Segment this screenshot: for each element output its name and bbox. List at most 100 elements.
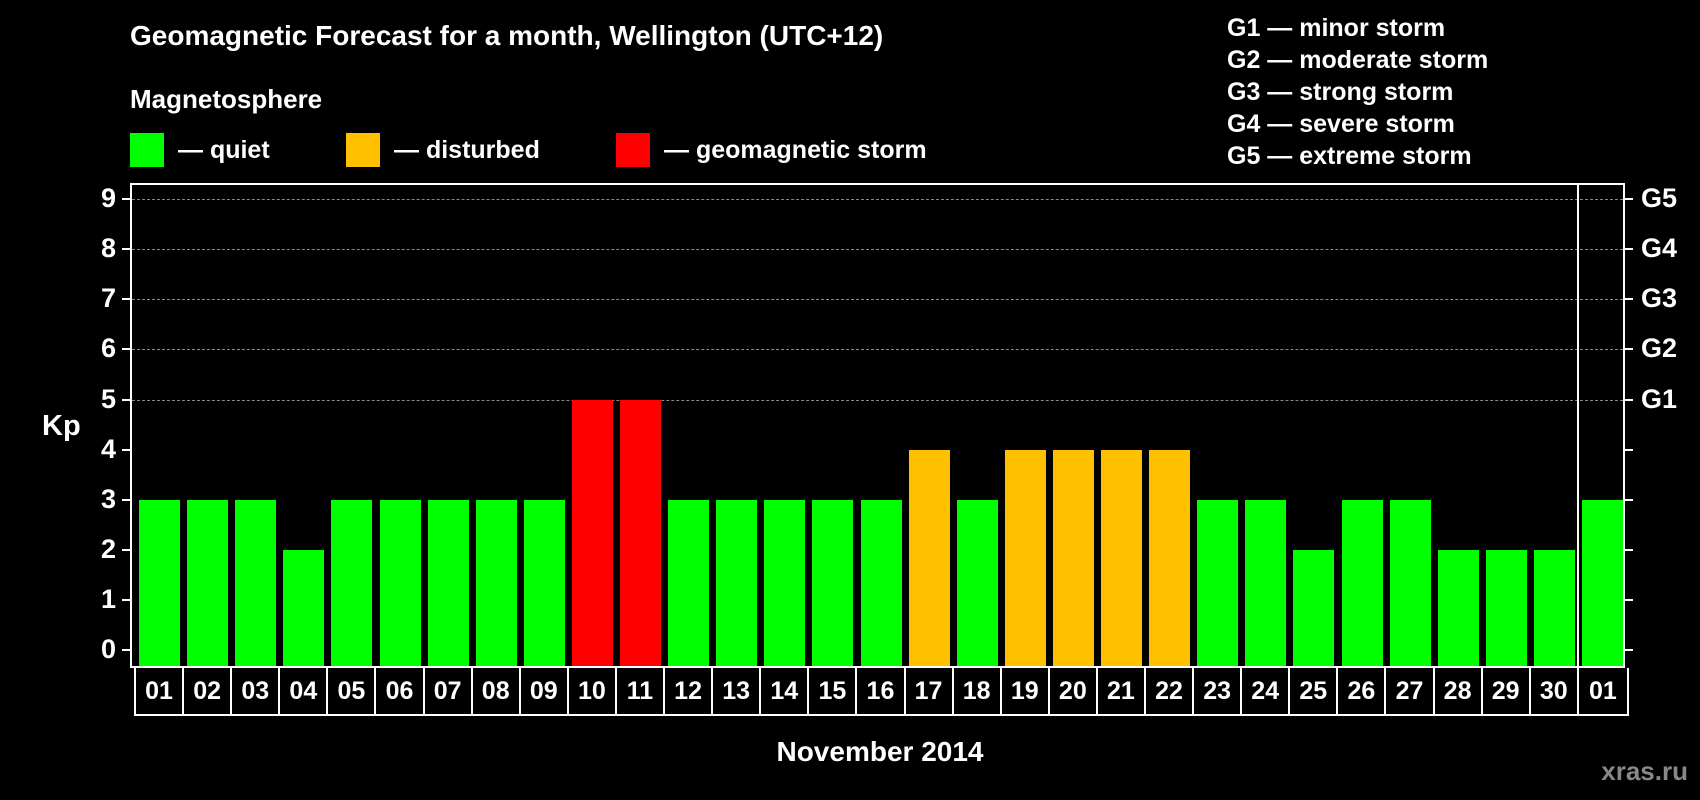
legend-storm-label: — geomagnetic storm — [664, 135, 927, 164]
x-axis-label: November 2014 — [776, 736, 984, 767]
swatch-quiet — [130, 133, 164, 167]
right-tick — [1625, 348, 1633, 351]
date-label: 17 — [906, 668, 954, 714]
bar-quiet — [331, 499, 373, 666]
date-label: 11 — [617, 668, 666, 714]
date-label: 12 — [665, 668, 714, 714]
watermark: xras.ru — [1601, 756, 1688, 786]
gridline — [132, 199, 1623, 201]
date-label: 07 — [425, 668, 473, 714]
date-label: 18 — [954, 668, 1002, 714]
legend-disturbed-label: — disturbed — [394, 135, 540, 164]
bar-quiet — [379, 499, 421, 666]
bar-quiet — [139, 499, 180, 666]
bar-quiet — [1197, 499, 1239, 666]
date-label: 25 — [1290, 668, 1339, 714]
date-label: 27 — [1386, 668, 1435, 714]
date-label: 29 — [1483, 668, 1531, 714]
y-tick — [122, 598, 130, 601]
bar-quiet — [1485, 549, 1527, 666]
date-label: 15 — [809, 668, 858, 714]
gridline — [132, 249, 1623, 251]
bar-quiet — [235, 499, 277, 666]
right-tick — [1625, 548, 1633, 551]
date-label: 30 — [1531, 668, 1579, 714]
date-label: 16 — [857, 668, 906, 714]
bar-quiet — [187, 499, 229, 666]
g-scale-item: G4 — severe storm — [1227, 110, 1455, 138]
bar-quiet — [523, 499, 565, 666]
bar-quiet — [716, 499, 758, 666]
g-scale-item: G1 — minor storm — [1227, 14, 1446, 42]
g-scale-item: G2 — moderate storm — [1227, 46, 1489, 74]
bar-quiet — [1533, 549, 1575, 666]
y-tick — [122, 298, 130, 301]
legend-disturbed: — disturbed — [346, 133, 540, 167]
date-label: 04 — [280, 668, 329, 714]
y-tick — [122, 548, 130, 551]
y-tick — [122, 448, 130, 451]
date-label: 02 — [184, 668, 233, 714]
legend-storm: — geomagnetic storm — [616, 133, 927, 167]
date-label: 05 — [328, 668, 377, 714]
date-label: 08 — [473, 668, 521, 714]
g-level-label: G4 — [1641, 233, 1678, 264]
y-tick-label: 4 — [100, 433, 116, 464]
swatch-storm — [616, 133, 650, 167]
y-tick — [122, 649, 130, 651]
date-label: 10 — [569, 668, 617, 714]
date-label: 20 — [1050, 668, 1098, 714]
gridline — [132, 399, 1623, 401]
right-tick — [1625, 198, 1633, 201]
y-tick-label: 5 — [100, 383, 116, 414]
date-label: 23 — [1194, 668, 1243, 714]
date-axis: 01 02 03 04 05 06 07 08 09 10 11 12 13 14 15 16 17 18 19 20… — [134, 668, 1630, 716]
bar-quiet — [1293, 549, 1335, 666]
date-label: 26 — [1338, 668, 1387, 714]
g-level-label: G3 — [1641, 283, 1678, 314]
bar-disturbed — [908, 449, 950, 666]
bar-quiet — [860, 499, 902, 666]
legend-quiet: — quiet — [130, 133, 270, 167]
right-tick — [1625, 448, 1633, 451]
right-tick — [1625, 298, 1633, 301]
y-tick-label: 7 — [100, 283, 116, 314]
bar-disturbed — [1101, 449, 1142, 666]
date-label: 22 — [1146, 668, 1195, 714]
y-tick-label: 3 — [100, 483, 116, 514]
gridline — [132, 299, 1623, 301]
y-tick — [122, 348, 130, 351]
g-level-label: G2 — [1641, 333, 1678, 364]
bar-quiet — [283, 549, 325, 666]
bar-quiet — [475, 499, 517, 666]
y-tick-label: 2 — [100, 533, 116, 564]
right-tick — [1625, 248, 1633, 251]
g-scale-item: G5 — extreme storm — [1227, 142, 1472, 170]
y-tick-label: 8 — [100, 233, 116, 264]
bar-disturbed — [1149, 449, 1191, 666]
date-label: 06 — [376, 668, 425, 714]
bar-quiet — [1582, 499, 1623, 666]
swatch-disturbed — [346, 133, 380, 167]
date-label: 13 — [713, 668, 762, 714]
bar-quiet — [812, 499, 854, 666]
bar-quiet — [1245, 499, 1287, 666]
date-label: 19 — [1002, 668, 1050, 714]
g-scale-item: G3 — strong storm — [1227, 78, 1454, 106]
chart-title: Geomagnetic Forecast for a month, Wellin… — [130, 20, 884, 51]
legend-heading: Magnetosphere — [130, 84, 323, 114]
y-tick — [122, 198, 130, 201]
bar-quiet — [956, 499, 998, 666]
plot-area — [130, 183, 1625, 668]
bar-disturbed — [1004, 449, 1046, 666]
bar-disturbed — [1052, 449, 1094, 666]
y-tick-label: 9 — [100, 183, 116, 214]
bar-quiet — [1389, 499, 1431, 666]
bar-quiet — [668, 499, 710, 666]
bar-quiet — [1341, 499, 1383, 666]
date-label: 03 — [232, 668, 281, 714]
month-divider — [1577, 185, 1579, 666]
right-tick — [1625, 398, 1633, 401]
bar-quiet — [427, 499, 469, 666]
right-tick — [1625, 598, 1633, 601]
